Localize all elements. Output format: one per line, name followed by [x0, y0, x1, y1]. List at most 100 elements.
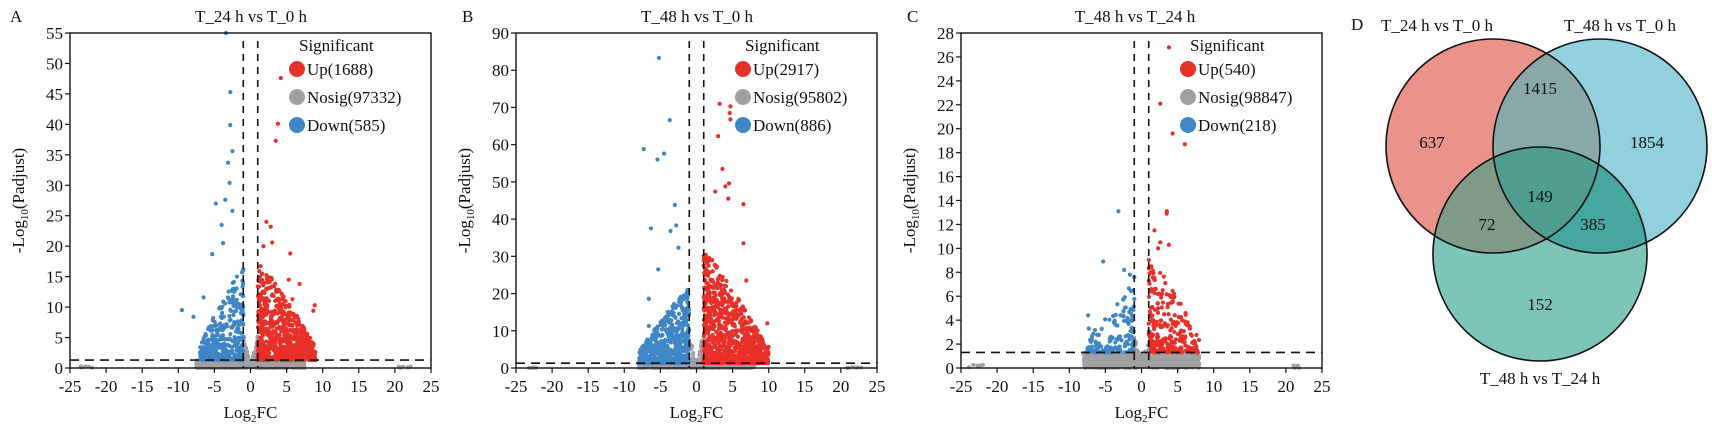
point-up: [726, 181, 732, 186]
point-up: [272, 284, 277, 289]
point-up: [304, 342, 309, 347]
point-up: [705, 286, 710, 292]
x-tick-label: -15: [131, 377, 154, 396]
y-axis-label-sub: 10: [19, 209, 31, 221]
point-up: [738, 309, 743, 315]
y-tick-label: 30: [46, 176, 63, 195]
point-up: [297, 281, 302, 287]
point-down: [241, 322, 246, 327]
point-up: [266, 285, 272, 291]
y-tick-label: 0: [55, 359, 64, 378]
point-up: [299, 341, 305, 346]
point-up: [262, 319, 268, 324]
point-up: [716, 281, 721, 286]
point-up: [268, 325, 273, 330]
point-nosig: [694, 363, 699, 368]
point-up: [723, 327, 728, 333]
y-tick-label: 25: [46, 207, 63, 226]
point-up: [746, 315, 751, 320]
x-tick-label: 20: [386, 377, 403, 396]
point-up: [727, 294, 732, 299]
point-up: [728, 104, 733, 109]
point-nosig: [692, 357, 697, 362]
y-axis-label-part: (Padjust): [9, 148, 28, 209]
point-up: [720, 166, 725, 171]
point-up: [260, 277, 265, 283]
point-up: [260, 347, 265, 352]
point-up: [286, 332, 291, 338]
point-up: [285, 341, 290, 346]
point-up: [732, 322, 737, 327]
point-up: [713, 189, 718, 194]
y-tick-label: 45: [46, 85, 63, 104]
point-down: [235, 340, 240, 346]
point-up: [742, 349, 747, 354]
point-up: [291, 345, 296, 350]
point-nosig: [203, 362, 208, 367]
point-down: [231, 279, 237, 285]
point-down: [230, 350, 235, 355]
point-up: [260, 331, 265, 336]
point-up: [765, 321, 770, 326]
point-down: [230, 149, 235, 154]
point-up: [277, 332, 282, 337]
y-tick-label: 15: [46, 268, 63, 287]
point-up: [277, 325, 282, 330]
point-up: [751, 327, 756, 332]
point-up: [707, 294, 712, 299]
point-up: [713, 293, 718, 298]
point-up: [282, 333, 287, 338]
x-tick-label: 5: [282, 377, 291, 396]
point-up: [727, 335, 732, 340]
point-up: [294, 331, 300, 336]
point-down: [212, 319, 217, 324]
point-up: [722, 289, 727, 294]
point-down: [233, 308, 239, 314]
point-up: [711, 279, 716, 284]
point-down: [210, 327, 215, 333]
point-up: [739, 357, 744, 362]
point-down: [230, 325, 235, 330]
point-up: [736, 343, 741, 348]
point-up: [710, 269, 715, 274]
point-down: [202, 355, 207, 360]
point-up: [719, 307, 724, 313]
point-up: [311, 308, 316, 313]
x-tick-label: 0: [246, 377, 255, 396]
point-down: [234, 355, 239, 360]
x-tick-label: -25: [59, 377, 82, 396]
point-down: [236, 323, 242, 328]
volcano-plot-a: A T_24 h vs T_0 h-25 -20 -15 -10 -5 0 5 10 15 20 25…: [9, 7, 440, 425]
point-up: [286, 317, 292, 322]
point-up: [273, 298, 278, 303]
point-up: [270, 240, 275, 245]
point-up: [730, 303, 735, 308]
point-up: [704, 355, 709, 361]
point-up: [761, 343, 767, 348]
point-up: [743, 319, 748, 324]
point-up: [712, 304, 717, 309]
point-up: [736, 350, 741, 355]
point-up: [741, 241, 746, 246]
point-up: [264, 339, 269, 344]
point-up: [277, 340, 282, 345]
point-up: [268, 224, 273, 229]
point-up: [280, 311, 285, 317]
point-up: [268, 314, 273, 319]
x-tick-label: -20: [95, 377, 118, 396]
point-up: [297, 322, 302, 327]
point-nosig: [245, 360, 250, 365]
x-tick-label: -10: [167, 377, 190, 396]
point-down: [231, 312, 236, 318]
point-up: [740, 345, 745, 350]
point-up: [295, 352, 300, 358]
point-up: [749, 354, 755, 359]
point-up: [751, 360, 756, 366]
point-up: [264, 219, 269, 224]
point-up: [277, 317, 282, 322]
point-up: [721, 358, 726, 363]
y-axis-label-part: -Log: [9, 220, 28, 254]
point-up: [293, 315, 298, 320]
point-up: [263, 311, 268, 316]
x-tick-label: -5: [207, 377, 221, 396]
